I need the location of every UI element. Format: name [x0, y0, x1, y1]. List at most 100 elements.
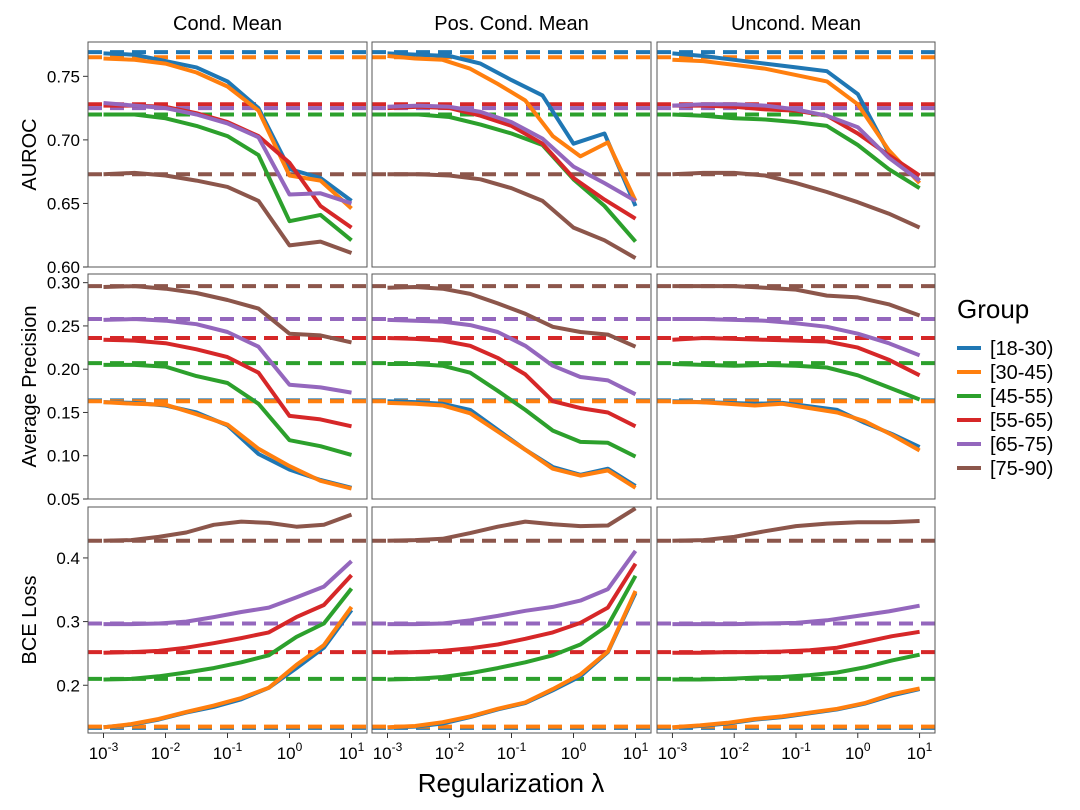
series-line-55-65 [387, 336, 637, 429]
x-tick-label: 100 [561, 740, 587, 763]
panel-border [371, 273, 652, 500]
series-line-55-65 [103, 573, 353, 655]
column-title: Pos. Cond. Mean [434, 13, 589, 35]
series-line-45-55 [387, 574, 638, 682]
panel-border [656, 41, 936, 268]
x-tick-label: 101 [623, 740, 649, 763]
series-line-75-90 [103, 170, 353, 255]
series-line-18-30 [103, 51, 353, 203]
series-line-45-55 [387, 112, 638, 243]
x-tick-label: 10-1 [781, 740, 811, 763]
series-line-65-75 [672, 603, 920, 627]
y-axis-label: BCE Loss [19, 576, 41, 665]
series-line-65-75 [103, 559, 353, 627]
y-tick-label: 0.25 [47, 317, 80, 336]
series-line-18-30 [672, 399, 921, 449]
series-line-65-75 [387, 549, 638, 627]
x-tick-label: 10-1 [497, 740, 527, 763]
series-line-75-90 [387, 285, 637, 349]
y-tick-label: 0.05 [47, 490, 80, 509]
panel [371, 41, 652, 268]
column-title: Cond. Mean [173, 13, 282, 35]
panel-border [656, 273, 936, 500]
series-line-18-30 [672, 687, 921, 730]
panel [371, 273, 652, 500]
panel [87, 506, 368, 734]
legend-entry: [18-30) [990, 338, 1053, 360]
panel [656, 273, 936, 500]
series-line-30-45 [387, 54, 638, 202]
panel [656, 506, 936, 734]
column-title: Uncond. Mean [731, 13, 861, 35]
series-line-65-75 [387, 103, 637, 203]
series-line-30-45 [387, 400, 637, 490]
x-axis-label: Regularization λ [418, 768, 604, 798]
series-line-75-90 [103, 284, 352, 345]
row-labels: AUROC Average Precision BCE Loss [19, 118, 41, 664]
series-line-55-65 [103, 337, 352, 429]
series-line-65-75 [103, 101, 353, 206]
series-line-65-75 [672, 102, 921, 183]
x-tick-label: 101 [339, 740, 365, 763]
series-line-75-90 [387, 507, 637, 543]
y-tick-label: 0.3 [56, 613, 80, 632]
series-line-30-45 [103, 605, 354, 730]
y-tick-label: 0.2 [56, 676, 80, 695]
series-line-45-55 [672, 112, 921, 190]
series-line-30-45 [672, 57, 922, 185]
panel [87, 41, 368, 268]
y-tick-label: 0.15 [47, 403, 80, 422]
series-line-65-75 [103, 317, 352, 395]
panel-border [371, 41, 652, 268]
x-tick-label: 101 [907, 740, 933, 763]
panel-border [87, 273, 368, 500]
series-line-30-45 [103, 400, 352, 491]
x-tick-label: 100 [845, 740, 871, 763]
y-tick-label: 0.20 [47, 360, 80, 379]
series-line-75-90 [672, 284, 921, 318]
y-tick-label: 0.65 [47, 194, 80, 213]
y-tick-label: 0.10 [47, 447, 80, 466]
series-line-45-55 [103, 362, 353, 457]
x-tick-label: 10-3 [658, 740, 688, 763]
x-tick-label: 100 [277, 740, 303, 763]
panel-border [87, 41, 368, 268]
panel [656, 41, 936, 268]
x-tick-label: 10-2 [435, 740, 465, 763]
column-titles: Cond. Mean Pos. Cond. Mean Uncond. Mean [173, 13, 861, 35]
legend-title: Group [957, 294, 1029, 324]
series-line-45-55 [387, 362, 637, 459]
x-tick-label: 10-3 [373, 740, 403, 763]
series-line-30-45 [672, 400, 921, 453]
legend-entry: [75-90) [990, 458, 1053, 480]
x-tick-label: 10-2 [719, 740, 749, 763]
series-line-65-75 [672, 317, 921, 358]
y-tick-label: 0.60 [47, 258, 80, 277]
y-axis-label: Average Precision [19, 306, 41, 468]
y-tick-label: 0.4 [56, 549, 80, 568]
series-line-30-45 [103, 56, 353, 210]
series-line-30-45 [672, 686, 921, 730]
series-line-45-55 [672, 652, 921, 682]
panel [87, 273, 368, 500]
series-line-65-75 [387, 317, 637, 397]
x-tick-label: 10-3 [89, 740, 119, 763]
x-tick-label: 10-1 [213, 740, 243, 763]
series-line-45-55 [103, 587, 354, 682]
y-tick-label: 0.30 [47, 274, 80, 293]
legend-entry: [30-45) [990, 362, 1053, 384]
y-axis-label: AUROC [19, 118, 41, 190]
series-line-55-65 [387, 562, 638, 655]
legend-entry: [65-75) [990, 434, 1053, 456]
series-line-45-55 [103, 112, 353, 242]
panel [371, 506, 652, 734]
legend-entry: [45-55) [990, 386, 1053, 408]
series-line-18-30 [387, 51, 638, 207]
x-tick-label: 10-2 [151, 740, 181, 763]
series-line-75-90 [103, 512, 353, 543]
legend-entry: [55-65) [990, 410, 1053, 432]
series-line-55-65 [672, 336, 921, 378]
series-line-75-90 [672, 519, 920, 543]
y-tick-label: 0.70 [47, 131, 80, 150]
